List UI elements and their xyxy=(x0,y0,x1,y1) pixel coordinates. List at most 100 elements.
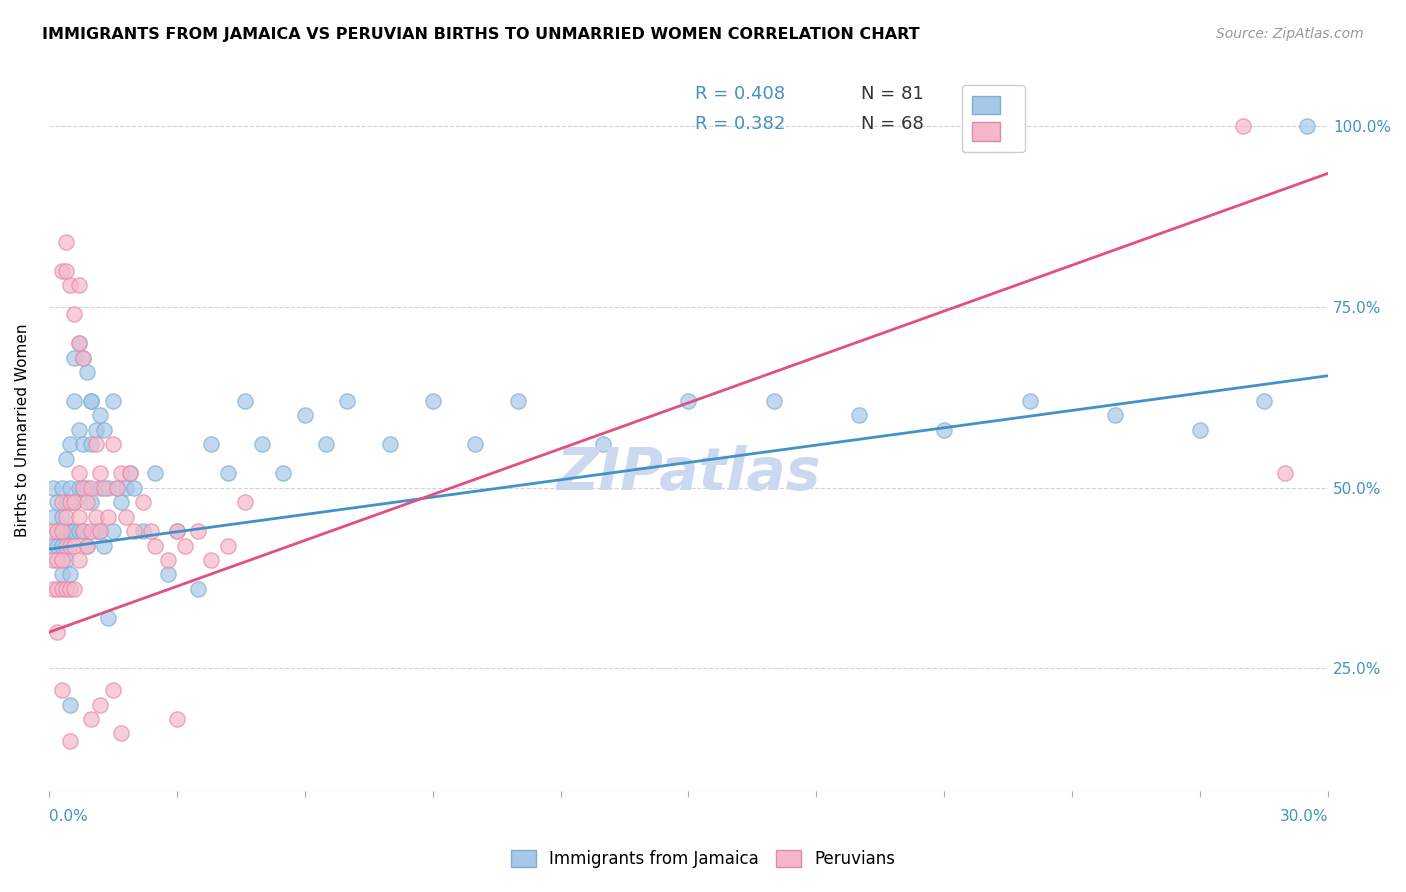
Point xyxy=(67,524,90,538)
Text: R = 0.382: R = 0.382 xyxy=(695,115,785,133)
Point xyxy=(46,625,69,640)
Point xyxy=(55,495,77,509)
Point xyxy=(250,437,273,451)
Point xyxy=(934,423,956,437)
Point xyxy=(200,553,222,567)
Point xyxy=(42,509,65,524)
Point xyxy=(51,553,73,567)
Point xyxy=(131,524,153,538)
Point xyxy=(72,437,94,451)
Point xyxy=(72,524,94,538)
Point xyxy=(51,683,73,698)
Point xyxy=(592,437,614,451)
Point xyxy=(110,495,132,509)
Point xyxy=(233,394,256,409)
Point xyxy=(80,495,103,509)
Point xyxy=(46,524,69,538)
Point xyxy=(1104,409,1126,423)
Point xyxy=(63,582,86,596)
Point xyxy=(59,539,82,553)
Point xyxy=(72,481,94,495)
Point xyxy=(166,712,188,726)
Point xyxy=(762,394,785,409)
Point xyxy=(80,524,103,538)
Point xyxy=(294,409,316,423)
Point xyxy=(464,437,486,451)
Point xyxy=(59,481,82,495)
Point xyxy=(72,524,94,538)
Point xyxy=(157,553,180,567)
Point xyxy=(101,394,124,409)
Point xyxy=(80,481,103,495)
Point xyxy=(271,467,294,481)
Point xyxy=(97,611,120,625)
Point xyxy=(315,437,337,451)
Point xyxy=(67,481,90,495)
Y-axis label: Births to Unmarried Women: Births to Unmarried Women xyxy=(15,323,30,537)
Point xyxy=(59,698,82,712)
Point xyxy=(55,553,77,567)
Legend: , : , xyxy=(962,85,1025,153)
Point xyxy=(67,553,90,567)
Point xyxy=(63,394,86,409)
Point xyxy=(42,582,65,596)
Point xyxy=(80,394,103,409)
Point xyxy=(93,481,115,495)
Point xyxy=(80,712,103,726)
Point xyxy=(89,467,111,481)
Point xyxy=(336,394,359,409)
Point xyxy=(55,264,77,278)
Point xyxy=(848,409,870,423)
Point xyxy=(506,394,529,409)
Legend: Immigrants from Jamaica, Peruvians: Immigrants from Jamaica, Peruvians xyxy=(505,843,901,875)
Point xyxy=(217,539,239,553)
Point xyxy=(166,524,188,538)
Text: N = 68: N = 68 xyxy=(860,115,924,133)
Point xyxy=(89,481,111,495)
Point xyxy=(63,524,86,538)
Point xyxy=(42,539,65,553)
Point xyxy=(1018,394,1040,409)
Point xyxy=(55,451,77,466)
Point xyxy=(51,481,73,495)
Point xyxy=(51,264,73,278)
Point xyxy=(1189,423,1212,437)
Point xyxy=(59,567,82,582)
Point xyxy=(76,495,98,509)
Point xyxy=(67,509,90,524)
Point xyxy=(67,336,90,351)
Point xyxy=(122,481,145,495)
Point xyxy=(110,467,132,481)
Point xyxy=(59,733,82,747)
Point xyxy=(122,524,145,538)
Point xyxy=(72,351,94,365)
Text: N = 81: N = 81 xyxy=(860,85,924,103)
Point xyxy=(76,539,98,553)
Point xyxy=(63,307,86,321)
Point xyxy=(63,495,86,509)
Point xyxy=(55,539,77,553)
Point xyxy=(89,698,111,712)
Point xyxy=(76,481,98,495)
Point xyxy=(84,423,107,437)
Point xyxy=(1232,120,1254,134)
Point xyxy=(59,582,82,596)
Text: Source: ZipAtlas.com: Source: ZipAtlas.com xyxy=(1216,27,1364,41)
Point xyxy=(89,524,111,538)
Point xyxy=(51,509,73,524)
Point xyxy=(46,582,69,596)
Point xyxy=(174,539,197,553)
Point xyxy=(157,567,180,582)
Point xyxy=(233,495,256,509)
Point xyxy=(59,524,82,538)
Point xyxy=(76,365,98,379)
Point xyxy=(51,567,73,582)
Point xyxy=(101,437,124,451)
Point xyxy=(118,467,141,481)
Point xyxy=(678,394,700,409)
Point xyxy=(51,495,73,509)
Point xyxy=(55,509,77,524)
Point xyxy=(118,467,141,481)
Point xyxy=(59,278,82,293)
Point xyxy=(97,509,120,524)
